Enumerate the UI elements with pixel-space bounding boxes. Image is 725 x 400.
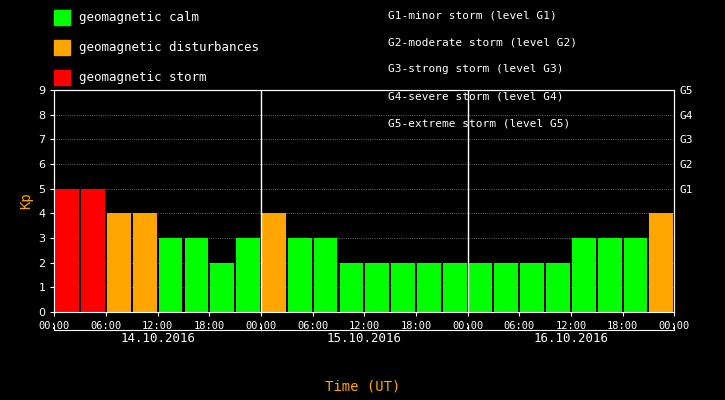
Bar (236, 238, 260, 312)
Bar (365, 263, 389, 312)
Bar (521, 263, 544, 312)
Bar (314, 238, 337, 312)
Text: G1-minor storm (level G1): G1-minor storm (level G1) (388, 10, 557, 20)
Bar (133, 213, 157, 312)
Bar (262, 213, 286, 312)
Text: 16.10.2016: 16.10.2016 (534, 332, 608, 345)
Bar (443, 263, 467, 312)
Bar (598, 238, 621, 312)
Bar (288, 238, 312, 312)
Bar (107, 213, 130, 312)
Text: G3-strong storm (level G3): G3-strong storm (level G3) (388, 64, 563, 74)
Text: geomagnetic disturbances: geomagnetic disturbances (79, 41, 259, 54)
Y-axis label: Kp: Kp (19, 193, 33, 209)
Text: G2-moderate storm (level G2): G2-moderate storm (level G2) (388, 37, 577, 47)
Bar (210, 263, 234, 312)
Bar (650, 213, 674, 312)
Text: Time (UT): Time (UT) (325, 380, 400, 394)
Bar (546, 263, 570, 312)
Bar (339, 263, 363, 312)
Bar (55, 189, 79, 312)
Bar (417, 263, 441, 312)
Bar (624, 238, 647, 312)
Bar (159, 238, 183, 312)
Text: G4-severe storm (level G4): G4-severe storm (level G4) (388, 92, 563, 102)
Text: G5-extreme storm (level G5): G5-extreme storm (level G5) (388, 119, 570, 129)
Bar (494, 263, 518, 312)
Bar (392, 263, 415, 312)
Text: geomagnetic calm: geomagnetic calm (79, 11, 199, 24)
Text: 14.10.2016: 14.10.2016 (120, 332, 195, 345)
Bar (185, 238, 208, 312)
Bar (468, 263, 492, 312)
Text: 15.10.2016: 15.10.2016 (327, 332, 402, 345)
Bar (81, 189, 105, 312)
Bar (572, 238, 596, 312)
Text: geomagnetic storm: geomagnetic storm (79, 71, 207, 84)
